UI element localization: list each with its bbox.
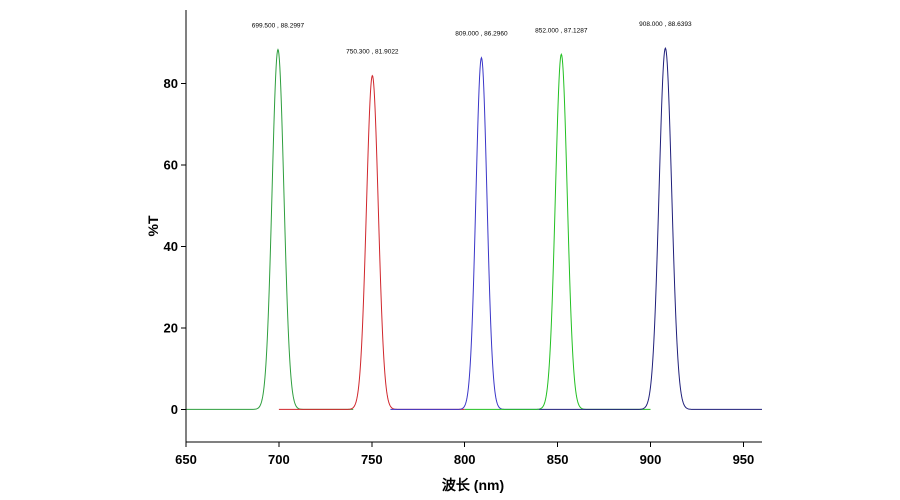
- axes-layer: 0 20 40 60 80 650 700 750 800 850 900 950: [164, 10, 762, 467]
- y-tick-label: 80: [164, 76, 178, 91]
- y-tick-label: 20: [164, 320, 178, 335]
- x-tick-label: 950: [733, 452, 755, 467]
- series-line-1: [186, 48, 354, 410]
- x-tick-label: 750: [361, 452, 383, 467]
- y-tick-label: 60: [164, 157, 178, 172]
- series-line-5: [539, 46, 762, 410]
- peak-label-4: 852.000 , 87.1287: [535, 27, 588, 34]
- peak-label-5: 908.000 , 88.6393: [639, 21, 692, 28]
- peak-label-1: 699.500 , 88.2997: [252, 23, 305, 30]
- peak-label-3: 809.000 , 86.2960: [455, 31, 508, 38]
- peak-label-2: 750.300 , 81.9022: [346, 49, 399, 56]
- series-line-2: [278, 74, 465, 410]
- y-axis-title: %T: [145, 215, 161, 236]
- series-layer: [186, 46, 762, 410]
- series-line-3: [390, 56, 540, 410]
- x-tick-label: 650: [175, 452, 197, 467]
- y-tick-label: 40: [164, 239, 178, 254]
- x-tick-label: 800: [454, 452, 476, 467]
- x-tick-label: 850: [547, 452, 569, 467]
- x-tick-label: 700: [268, 452, 290, 467]
- peak-labels-layer: 699.500 , 88.2997 750.300 , 81.9022 809.00…: [252, 21, 692, 55]
- x-axis-title: 波长 (nm): [442, 477, 504, 493]
- y-tick-label: 0: [171, 402, 178, 417]
- x-tick-label: 900: [640, 452, 662, 467]
